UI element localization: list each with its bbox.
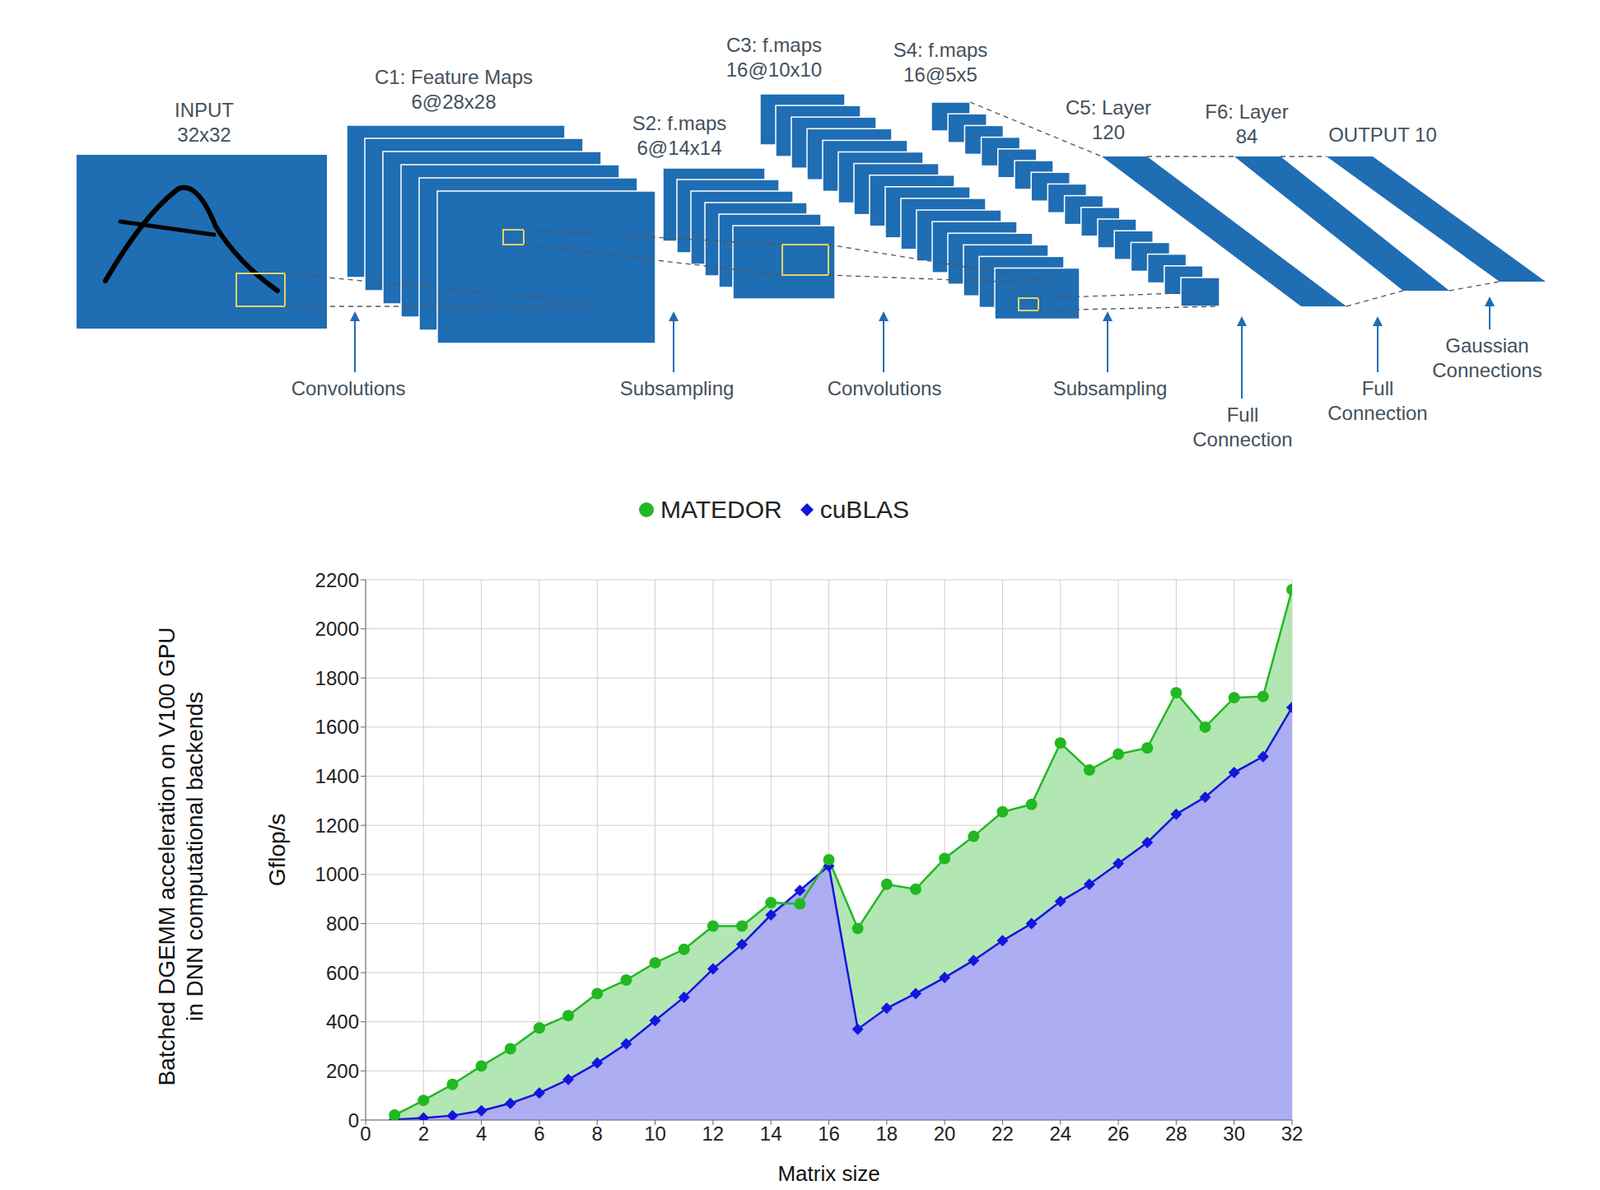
svg-text:32: 32 — [1281, 1122, 1304, 1145]
svg-text:2000: 2000 — [315, 617, 360, 640]
svg-text:Subsampling: Subsampling — [620, 377, 735, 400]
html-text:MATEDOR: MATEDOR — [660, 495, 783, 523]
svg-text:F6: Layer84: F6: Layer84 — [1204, 100, 1288, 148]
svg-text:600: 600 — [326, 961, 360, 985]
svg-text:0: 0 — [359, 1122, 371, 1145]
svg-text:20: 20 — [933, 1122, 957, 1145]
svg-text:10: 10 — [643, 1122, 667, 1145]
svg-text:C3: f.maps16@10x10: C3: f.maps16@10x10 — [726, 33, 822, 81]
svg-text:1200: 1200 — [315, 814, 360, 837]
svg-text:14: 14 — [760, 1122, 783, 1145]
svg-text:C5: Layer120: C5: Layer120 — [1065, 96, 1152, 144]
svg-text:200: 200 — [326, 1059, 360, 1083]
svg-text:1600: 1600 — [315, 715, 360, 738]
svg-text:Convolutions: Convolutions — [291, 377, 406, 400]
svg-text:2200: 2200 — [315, 569, 360, 592]
svg-text:Gflop/s: Gflop/s — [264, 813, 290, 887]
svg-text:S2: f.maps6@14x14: S2: f.maps6@14x14 — [632, 111, 728, 159]
svg-text:1000: 1000 — [315, 862, 360, 886]
svg-text:1400: 1400 — [315, 765, 360, 788]
svg-text:6: 6 — [533, 1122, 545, 1145]
svg-text:22: 22 — [991, 1122, 1014, 1145]
svg-text:FullConnection: FullConnection — [1192, 403, 1293, 451]
svg-text:800: 800 — [326, 912, 360, 935]
svg-text:Convolutions: Convolutions — [827, 377, 943, 400]
svg-text:26: 26 — [1107, 1122, 1130, 1145]
svg-text:400: 400 — [326, 1010, 360, 1033]
svg-text:FullConnection: FullConnection — [1327, 377, 1428, 425]
svg-text:2: 2 — [418, 1122, 430, 1145]
svg-text:30: 30 — [1222, 1122, 1246, 1145]
svg-text:INPUT32x32: INPUT32x32 — [174, 98, 234, 146]
svg-text:1800: 1800 — [315, 667, 360, 690]
svg-text:16: 16 — [817, 1122, 840, 1145]
svg-text:in DNN computational backends: in DNN computational backends — [181, 691, 208, 1022]
svg-text:Subsampling: Subsampling — [1053, 377, 1168, 400]
svg-text:24: 24 — [1049, 1122, 1072, 1145]
svg-text:18: 18 — [875, 1122, 898, 1145]
svg-text:12: 12 — [702, 1122, 725, 1145]
html-text:cuBLAS: cuBLAS — [819, 495, 910, 523]
svg-text:28: 28 — [1165, 1122, 1188, 1145]
svg-text:8: 8 — [592, 1122, 603, 1145]
svg-text:S4: f.maps16@5x5: S4: f.maps16@5x5 — [893, 38, 989, 86]
svg-text:Matrix size: Matrix size — [777, 1161, 880, 1186]
svg-text:4: 4 — [475, 1122, 487, 1145]
svg-text:C1: Feature Maps6@28x28: C1: Feature Maps6@28x28 — [374, 65, 533, 113]
svg-text:0: 0 — [348, 1109, 360, 1132]
svg-text:GaussianConnections: GaussianConnections — [1432, 334, 1542, 382]
svg-text:Batched DGEMM acceleration on: Batched DGEMM acceleration on V100 GPU — [153, 626, 180, 1086]
svg-text:OUTPUT 10: OUTPUT 10 — [1328, 123, 1437, 146]
